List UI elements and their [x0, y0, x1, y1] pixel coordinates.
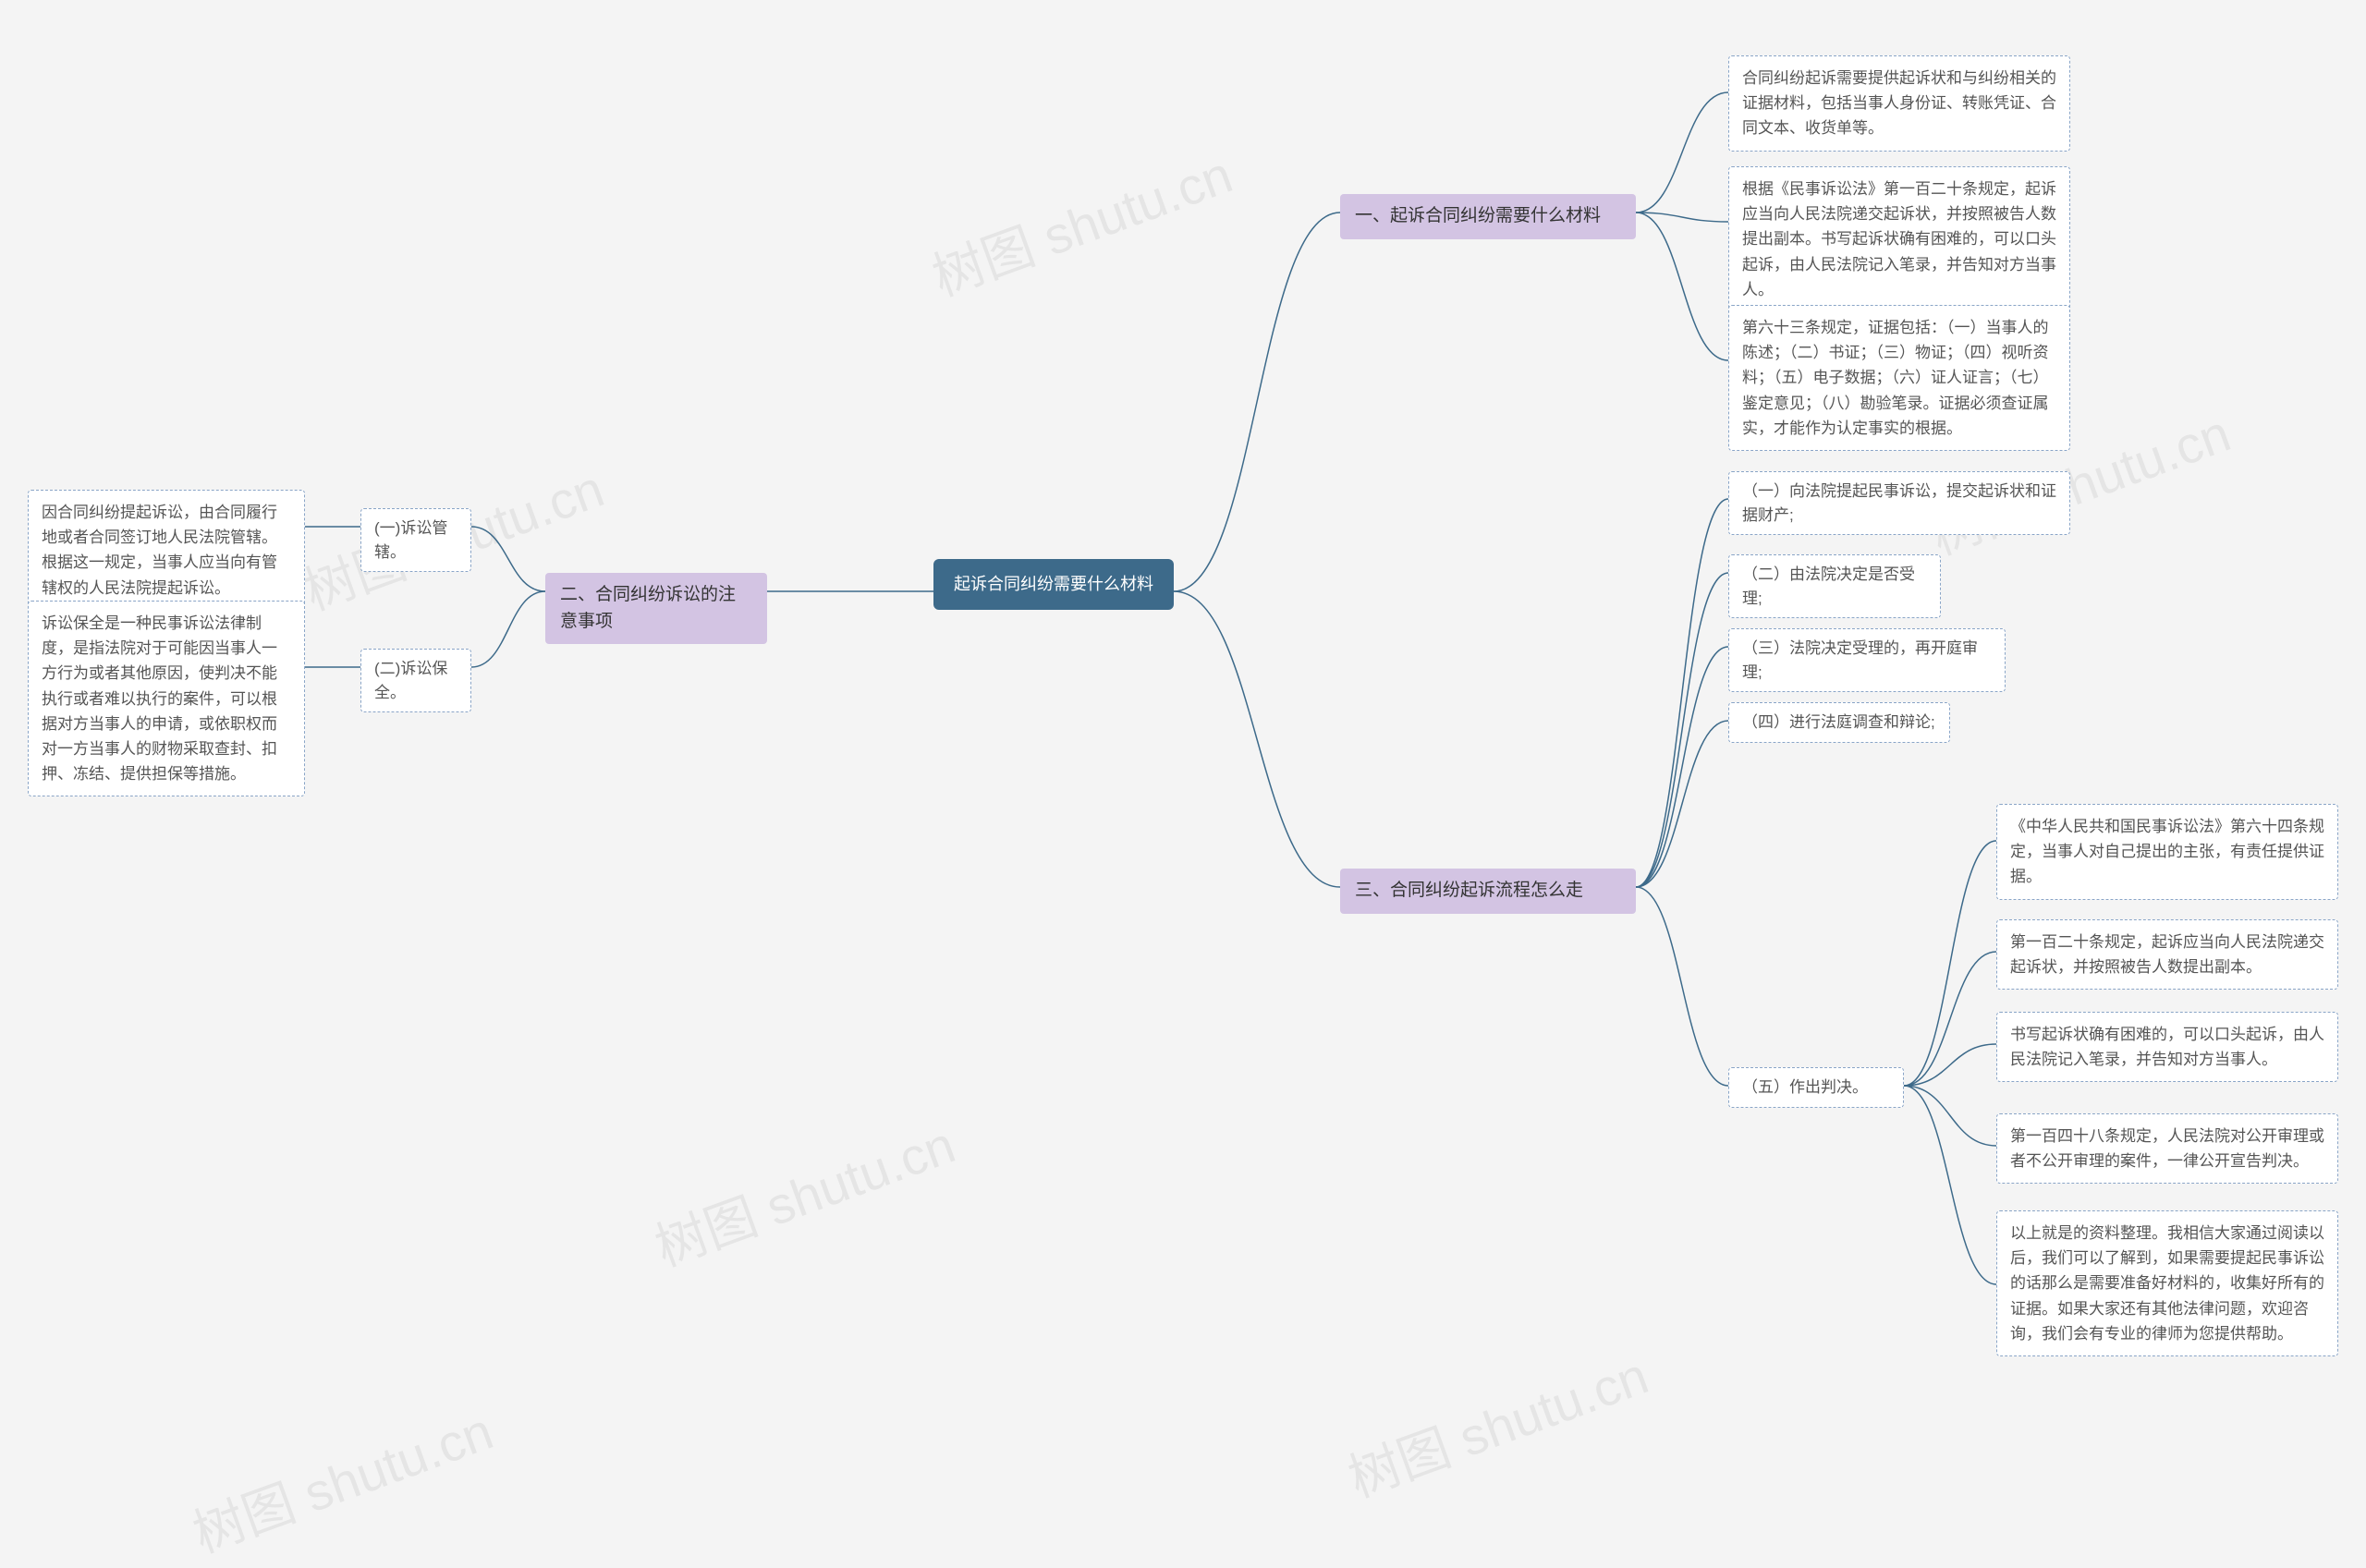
branch-2-label-1: (一)诉讼管辖。 [360, 508, 471, 572]
watermark: 树图 shutu.cn [181, 1390, 502, 1567]
watermark: 树图 shutu.cn [1336, 1334, 1657, 1512]
branch-3-item-3: （三）法院决定受理的，再开庭审理; [1728, 628, 2006, 692]
branch-3-sub-2: 第一百二十条规定，起诉应当向人民法院递交起诉状，并按照被告人数提出副本。 [1996, 919, 2338, 990]
branch-3-sub-3: 书写起诉状确有困难的，可以口头起诉，由人民法院记入笔录，并告知对方当事人。 [1996, 1012, 2338, 1082]
branch-3: 三、合同纠纷起诉流程怎么走 [1340, 869, 1636, 914]
branch-2-detail-1: 因合同纠纷提起诉讼，由合同履行地或者合同签订地人民法院管辖。根据这一规定，当事人… [28, 490, 305, 611]
root-node: 起诉合同纠纷需要什么材料 [933, 559, 1174, 610]
branch-3-item-4: （四）进行法庭调查和辩论; [1728, 702, 1950, 743]
branch-2-label-2: (二)诉讼保全。 [360, 649, 471, 712]
branch-1: 一、起诉合同纠纷需要什么材料 [1340, 194, 1636, 239]
branch-1-item-1: 合同纠纷起诉需要提供起诉状和与纠纷相关的证据材料，包括当事人身份证、转账凭证、合… [1728, 55, 2070, 152]
branch-3-item-2: （二）由法院决定是否受理; [1728, 554, 1941, 618]
branch-1-item-3: 第六十三条规定，证据包括：（一）当事人的陈述；（二）书证；（三）物证；（四）视听… [1728, 305, 2070, 451]
branch-3-sub-4: 第一百四十八条规定，人民法院对公开审理或者不公开审理的案件，一律公开宣告判决。 [1996, 1113, 2338, 1184]
branch-3-item-5: （五）作出判决。 [1728, 1067, 1904, 1108]
branch-1-item-2: 根据《民事诉讼法》第一百二十条规定，起诉应当向人民法院递交起诉状，并按照被告人数… [1728, 166, 2070, 312]
watermark: 树图 shutu.cn [643, 1103, 964, 1281]
watermark: 树图 shutu.cn [921, 133, 1241, 310]
branch-3-sub-5: 以上就是的资料整理。我相信大家通过阅读以后，我们可以了解到，如果需要提起民事诉讼… [1996, 1210, 2338, 1356]
branch-2: 二、合同纠纷诉讼的注意事项 [545, 573, 767, 644]
branch-2-detail-2: 诉讼保全是一种民事诉讼法律制度，是指法院对于可能因当事人一方行为或者其他原因，使… [28, 601, 305, 796]
branch-3-item-1: （一）向法院提起民事诉讼，提交起诉状和证据财产; [1728, 471, 2070, 535]
branch-3-sub-1: 《中华人民共和国民事诉讼法》第六十四条规定，当事人对自己提出的主张，有责任提供证… [1996, 804, 2338, 900]
